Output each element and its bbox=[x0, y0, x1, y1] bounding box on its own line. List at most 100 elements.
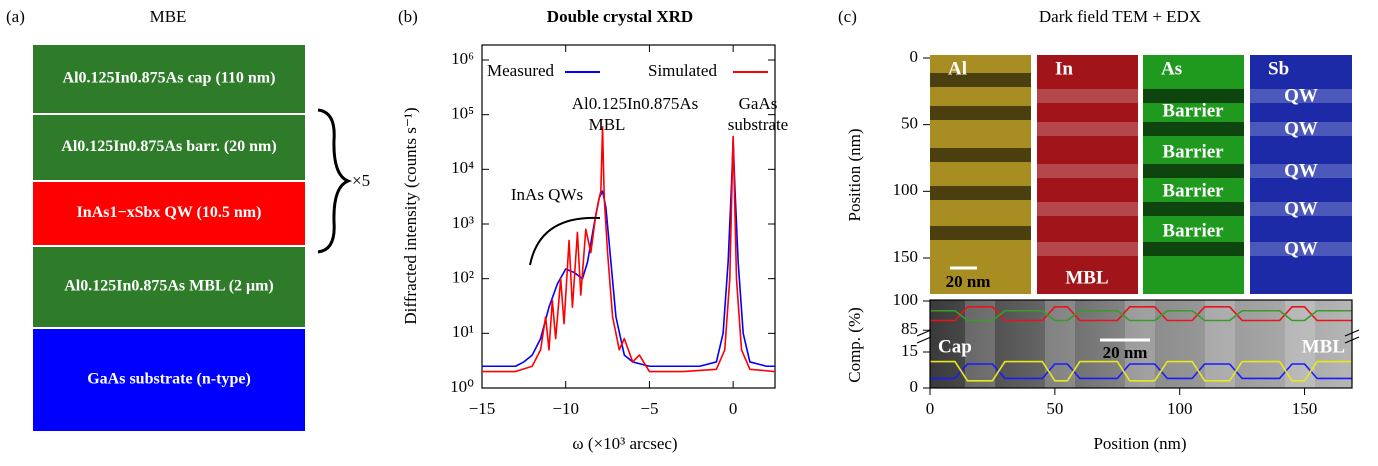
tem-band bbox=[930, 148, 1031, 162]
layer-label: InAs1−xSbx QW (10.5 nm) bbox=[77, 204, 262, 221]
legend-label: Simulated bbox=[648, 61, 717, 80]
annotation-arc bbox=[529, 216, 601, 266]
y-tick-label: 10⁶ bbox=[451, 49, 474, 68]
brace bbox=[317, 108, 353, 254]
panel-title: Dark field TEM + EDX bbox=[1039, 7, 1201, 26]
axis-break bbox=[916, 329, 1360, 344]
tem-band bbox=[1037, 89, 1138, 103]
tem-bands bbox=[965, 300, 1315, 388]
qw-label: QW bbox=[1284, 238, 1318, 259]
barrier-label: Barrier bbox=[1162, 141, 1224, 162]
plot-area bbox=[482, 125, 775, 373]
y-tick-label: 85 bbox=[901, 319, 918, 338]
qw-label: QW bbox=[1284, 85, 1318, 106]
x-axis-label: Position (nm) bbox=[1093, 434, 1186, 453]
legend-label: Measured bbox=[487, 61, 555, 80]
y-tick-label: 0 bbox=[910, 47, 919, 66]
barrier-label: Barrier bbox=[1162, 100, 1224, 121]
plot-area bbox=[930, 306, 1352, 382]
channel-label: In bbox=[1055, 58, 1073, 79]
tem-band bbox=[1250, 122, 1352, 136]
annotation: InAs QWs bbox=[511, 185, 583, 204]
tem-band bbox=[1037, 242, 1138, 256]
x-tick-label: 0 bbox=[926, 399, 935, 418]
tem-band bbox=[930, 73, 1031, 87]
x-tick-label: 150 bbox=[1292, 399, 1318, 418]
series-line bbox=[930, 360, 1352, 382]
panel-title: MBE bbox=[150, 7, 187, 26]
tem-map bbox=[1037, 55, 1138, 294]
series-line bbox=[482, 125, 775, 373]
tem-map bbox=[930, 55, 1031, 294]
series-line bbox=[930, 306, 1352, 322]
x-tick-label: −10 bbox=[552, 399, 579, 418]
x-tick-label: 100 bbox=[1167, 399, 1193, 418]
layer-label: Al0.125In0.875As barr. (20 nm) bbox=[61, 138, 276, 155]
panel-label: (a) bbox=[6, 7, 25, 26]
y-axis-label: Position (nm) bbox=[845, 128, 864, 221]
layer bbox=[33, 45, 305, 113]
y-axis-label: Diffracted intensity (counts s⁻¹) bbox=[401, 107, 420, 324]
channel-label: As bbox=[1161, 58, 1182, 79]
tem-band bbox=[930, 106, 1031, 120]
plot-frame bbox=[929, 299, 1353, 389]
plot-frame bbox=[481, 44, 776, 389]
tem-band bbox=[1037, 202, 1138, 216]
channel-label: Al bbox=[948, 58, 967, 79]
tem-band bbox=[1143, 122, 1244, 136]
layer bbox=[33, 182, 305, 245]
tem-band bbox=[1143, 89, 1244, 103]
tem-band bbox=[930, 186, 1031, 200]
channel-label: Sb bbox=[1268, 58, 1289, 79]
series-line bbox=[930, 363, 1352, 380]
y-tick-label: 10⁰ bbox=[450, 377, 474, 396]
annotation: GaAs bbox=[739, 94, 778, 113]
y-tick-label: 10³ bbox=[452, 213, 474, 232]
y-tick-label: 100 bbox=[893, 290, 919, 309]
mbl-label: MBL bbox=[1065, 267, 1108, 288]
qw-label: QW bbox=[1284, 198, 1318, 219]
qw-label: QW bbox=[1284, 118, 1318, 139]
repeat-label: ×5 bbox=[352, 171, 370, 190]
tem-band bbox=[1205, 300, 1235, 388]
layer-label: Al0.125In0.875As cap (110 nm) bbox=[63, 70, 276, 87]
layer bbox=[33, 329, 305, 431]
tem-band bbox=[1250, 164, 1352, 178]
annotation: Cap bbox=[938, 336, 972, 357]
panel-label: (b) bbox=[398, 7, 418, 26]
x-tick-label: 50 bbox=[1046, 399, 1063, 418]
tem-band bbox=[930, 226, 1031, 240]
tem-band bbox=[1037, 164, 1138, 178]
series-line bbox=[930, 309, 1352, 322]
y-tick-label: 50 bbox=[901, 114, 918, 133]
y-tick-label: 10² bbox=[452, 268, 474, 287]
annotation: Al0.125In0.875As bbox=[572, 94, 699, 113]
y-tick-label: 100 bbox=[893, 180, 919, 199]
qw-label: QW bbox=[1284, 160, 1318, 181]
x-tick-label: −5 bbox=[640, 399, 658, 418]
tem-band bbox=[1250, 242, 1352, 256]
tem-maps: Al In As Sb Barrier Barrier Barrier Barrier QW QW… bbox=[930, 55, 1352, 294]
tem-band bbox=[1125, 300, 1155, 388]
layer bbox=[33, 115, 305, 180]
tem-band bbox=[1250, 89, 1352, 103]
x-tick-label: 0 bbox=[729, 399, 738, 418]
tem-band bbox=[965, 300, 995, 388]
annotation: 20 nm bbox=[1103, 343, 1148, 362]
annotation: substrate bbox=[728, 115, 788, 134]
tem-band bbox=[1143, 202, 1244, 216]
layer-label: Al0.125In0.875As MBL (2 μm) bbox=[64, 278, 274, 295]
barrier-label: Barrier bbox=[1162, 180, 1224, 201]
tem-map bbox=[1250, 55, 1352, 294]
layer-label: GaAs substrate (n-type) bbox=[87, 371, 251, 388]
y-tick-label: 10⁵ bbox=[451, 104, 474, 123]
y-tick-label: 150 bbox=[893, 247, 919, 266]
y-tick-label: 0 bbox=[910, 377, 919, 396]
chart-title: Double crystal XRD bbox=[547, 7, 693, 26]
y-tick-label: 10¹ bbox=[452, 322, 474, 341]
tem-band bbox=[1037, 122, 1138, 136]
tem-band bbox=[1250, 202, 1352, 216]
layer-stack: Al0.125In0.875As cap (110 nm) Al0.125In0.… bbox=[33, 45, 305, 431]
scale-bar-label: 20 nm bbox=[946, 272, 991, 291]
